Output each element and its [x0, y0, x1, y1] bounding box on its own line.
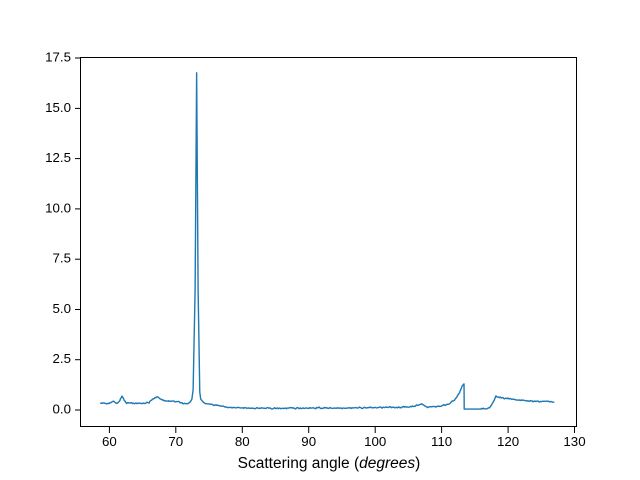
svg-text:80: 80	[235, 434, 250, 449]
svg-text:Scattering angle (degrees): Scattering angle (degrees)	[238, 455, 421, 472]
svg-text:2.5: 2.5	[53, 351, 72, 366]
svg-text:12.5: 12.5	[45, 150, 71, 165]
svg-text:17.5: 17.5	[45, 50, 71, 65]
svg-text:15.0: 15.0	[45, 100, 71, 115]
svg-text:60: 60	[102, 434, 117, 449]
svg-text:0.0: 0.0	[53, 402, 72, 417]
svg-text:70: 70	[168, 434, 183, 449]
svg-text:10.0: 10.0	[45, 200, 71, 215]
svg-text:120: 120	[497, 434, 519, 449]
svg-text:90: 90	[301, 434, 316, 449]
svg-text:110: 110	[431, 434, 452, 449]
svg-text:130: 130	[563, 434, 585, 449]
svg-text:7.5: 7.5	[53, 251, 72, 266]
svg-text:100: 100	[364, 434, 386, 449]
svg-text:5.0: 5.0	[53, 301, 72, 316]
